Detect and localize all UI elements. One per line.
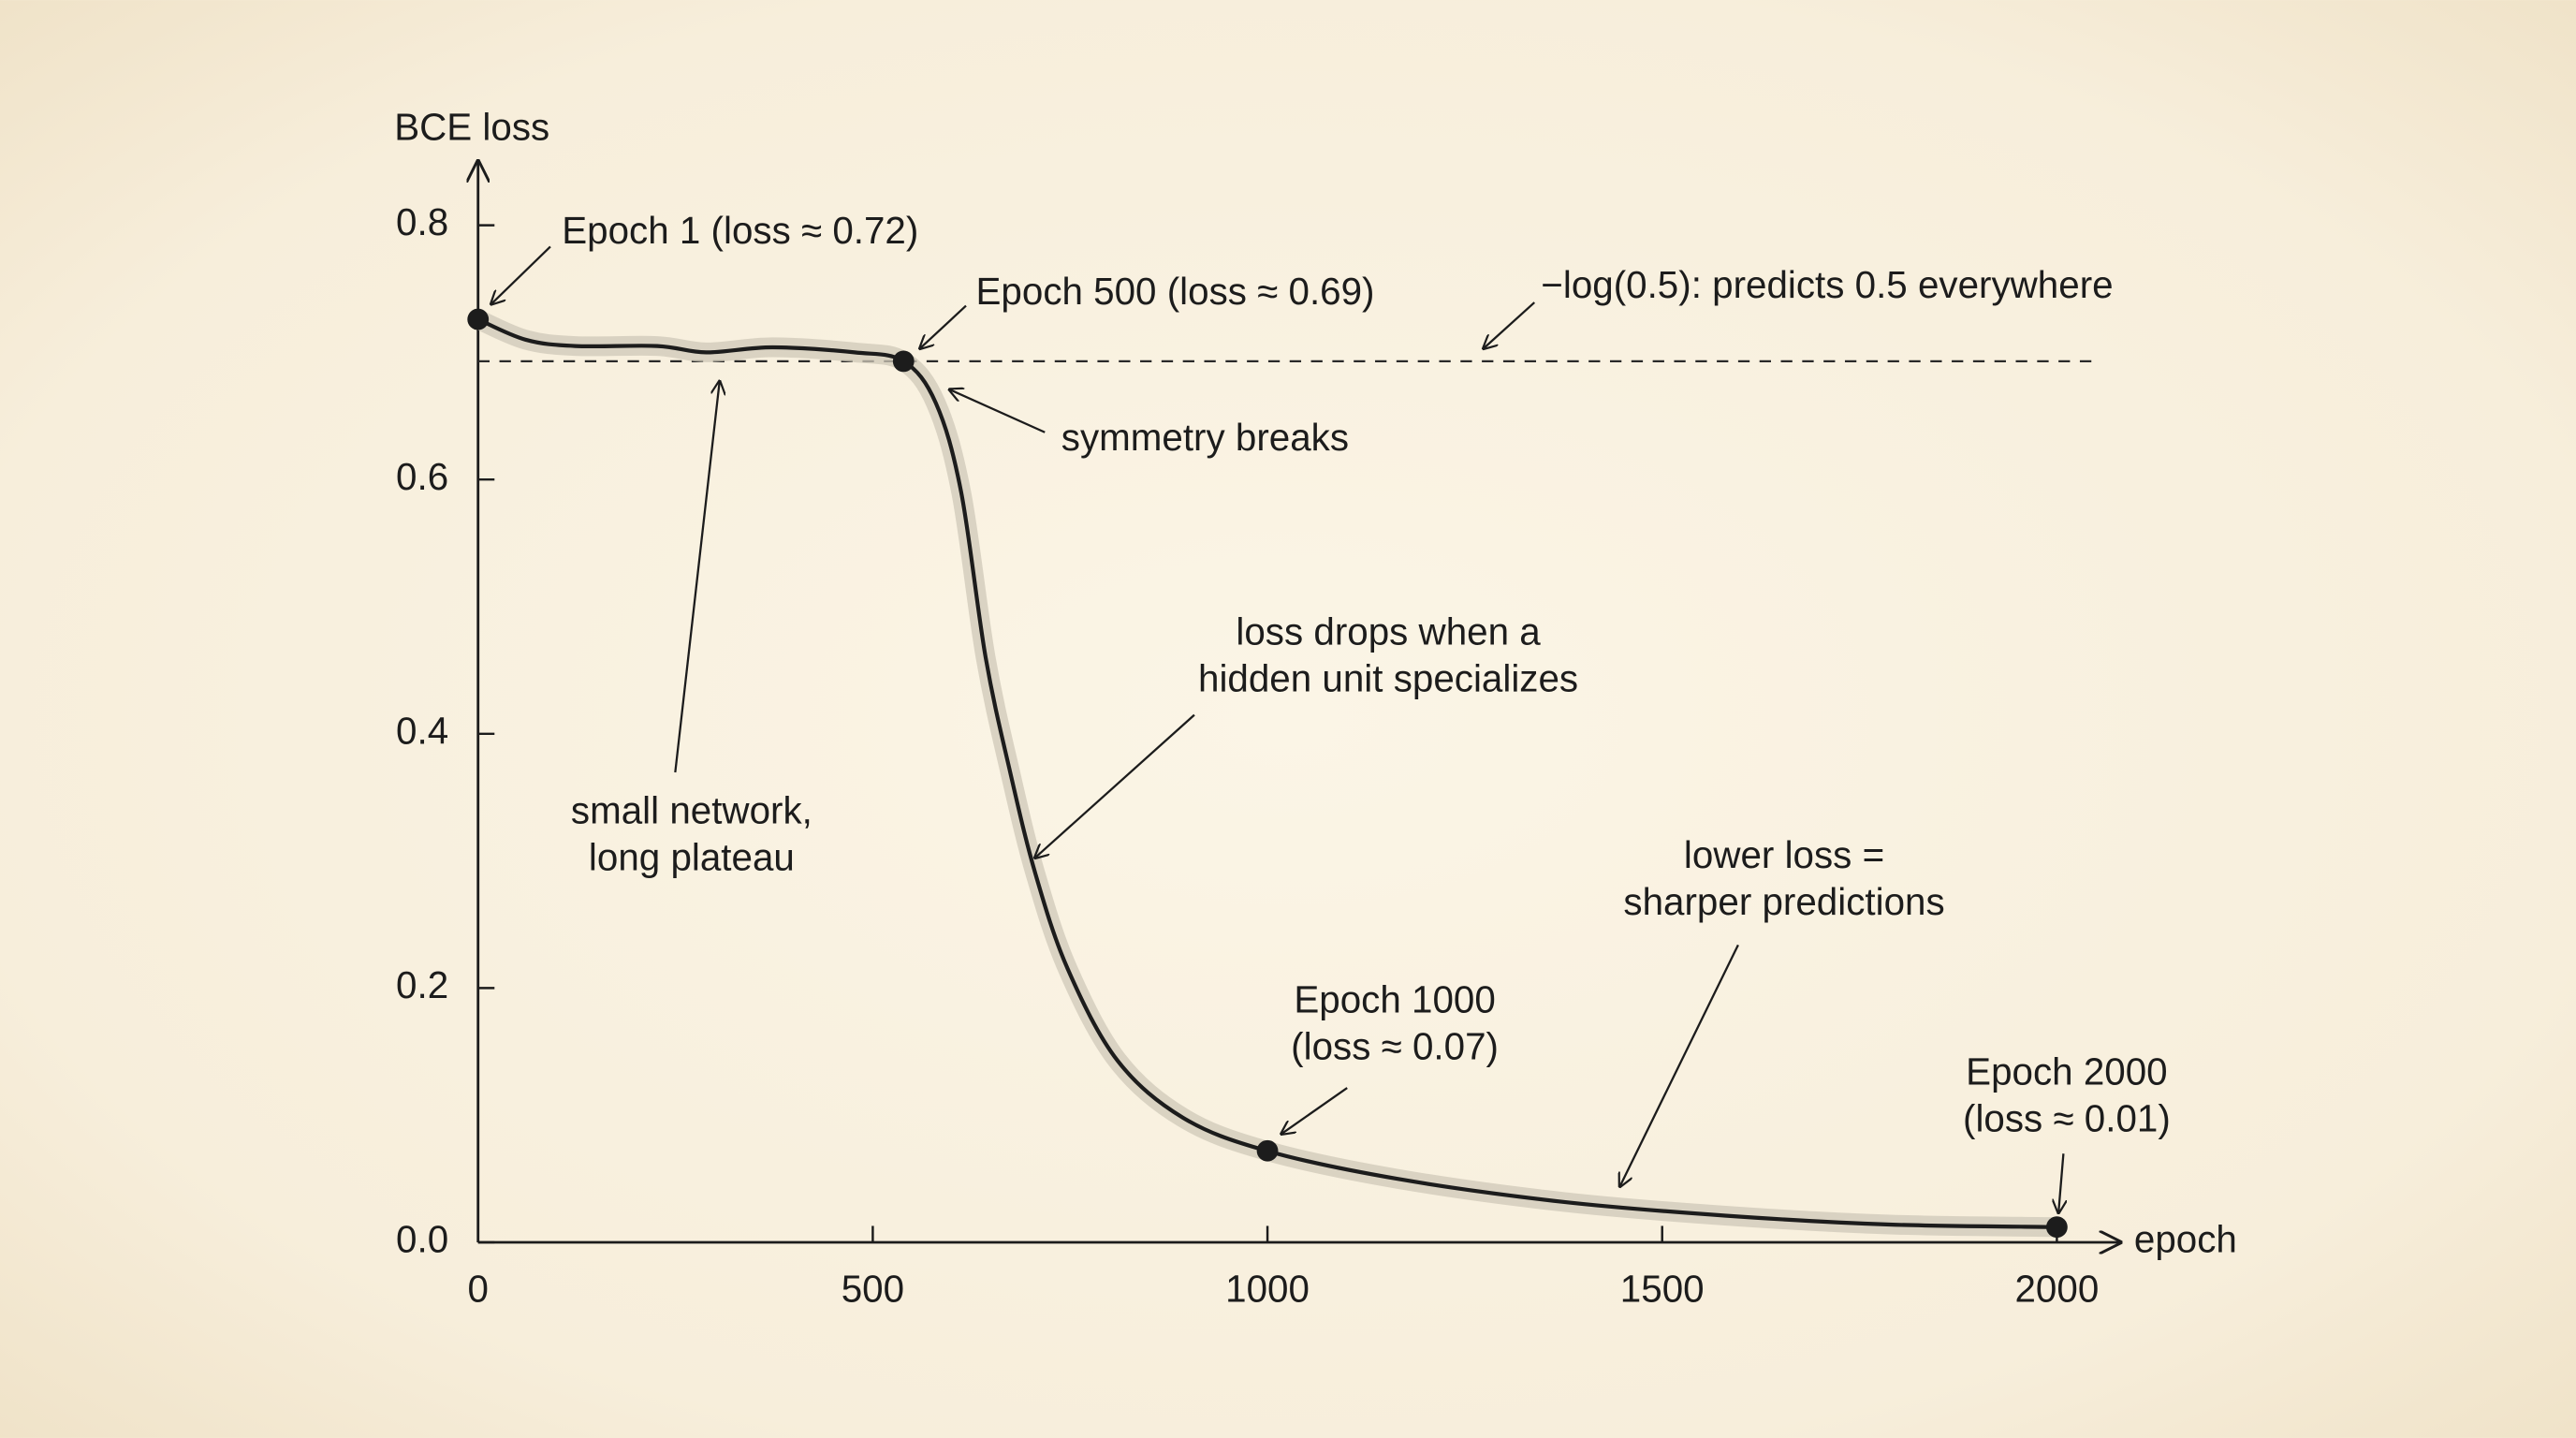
annotation-arrow bbox=[920, 304, 967, 349]
highlight-point bbox=[2045, 1216, 2068, 1239]
annotation-arrow bbox=[2058, 1153, 2063, 1212]
y-tick-label: 0.2 bbox=[396, 963, 448, 1006]
y-tick-label: 0.0 bbox=[396, 1218, 448, 1261]
annotation: hidden unit specializes bbox=[1198, 656, 1578, 699]
annotation-arrow bbox=[1620, 944, 1739, 1186]
highlight-point bbox=[1256, 1139, 1279, 1162]
x-tick-label: 0 bbox=[468, 1267, 489, 1310]
x-tick-label: 1500 bbox=[1620, 1267, 1705, 1310]
annotation: long plateau bbox=[589, 836, 795, 879]
annotation: −log(0.5): predicts 0.5 everywhere bbox=[1541, 263, 2113, 306]
annotation-arrow bbox=[1484, 301, 1536, 348]
annotation-arrow bbox=[1281, 1087, 1348, 1134]
annotation: Epoch 1000 bbox=[1294, 977, 1495, 1020]
highlight-point bbox=[892, 350, 915, 373]
annotation: small network, bbox=[571, 789, 812, 832]
x-tick-label: 2000 bbox=[2014, 1267, 2099, 1310]
annotation: sharper predictions bbox=[1623, 880, 1944, 923]
annotation: Epoch 500 (loss ≈ 0.69) bbox=[976, 270, 1375, 313]
annotation-arrow bbox=[949, 389, 1046, 433]
annotation: Epoch 2000 bbox=[1966, 1050, 2167, 1093]
annotation: (loss ≈ 0.01) bbox=[1963, 1097, 2171, 1140]
highlight-point bbox=[467, 308, 490, 330]
annotation-arrow bbox=[674, 381, 719, 773]
annotation: Epoch 1 (loss ≈ 0.72) bbox=[562, 209, 918, 252]
x-tick-label: 500 bbox=[842, 1267, 904, 1310]
annotation: loss drops when a bbox=[1236, 609, 1541, 653]
annotation: lower loss = bbox=[1684, 833, 1884, 876]
x-axis-label: epoch bbox=[2134, 1218, 2237, 1261]
line bbox=[476, 317, 2057, 1229]
y-tick-label: 0.4 bbox=[396, 709, 448, 752]
y-tick-label: 0.6 bbox=[396, 455, 448, 498]
y-axis-label: BCE loss bbox=[394, 105, 549, 148]
y-tick-label: 0.8 bbox=[396, 200, 448, 243]
annotation-arrow bbox=[491, 245, 551, 303]
x-tick-label: 1000 bbox=[1225, 1267, 1310, 1310]
annotation: symmetry breaks bbox=[1061, 416, 1349, 459]
annotation-arrow bbox=[1035, 713, 1195, 858]
annotation: (loss ≈ 0.07) bbox=[1291, 1024, 1499, 1067]
